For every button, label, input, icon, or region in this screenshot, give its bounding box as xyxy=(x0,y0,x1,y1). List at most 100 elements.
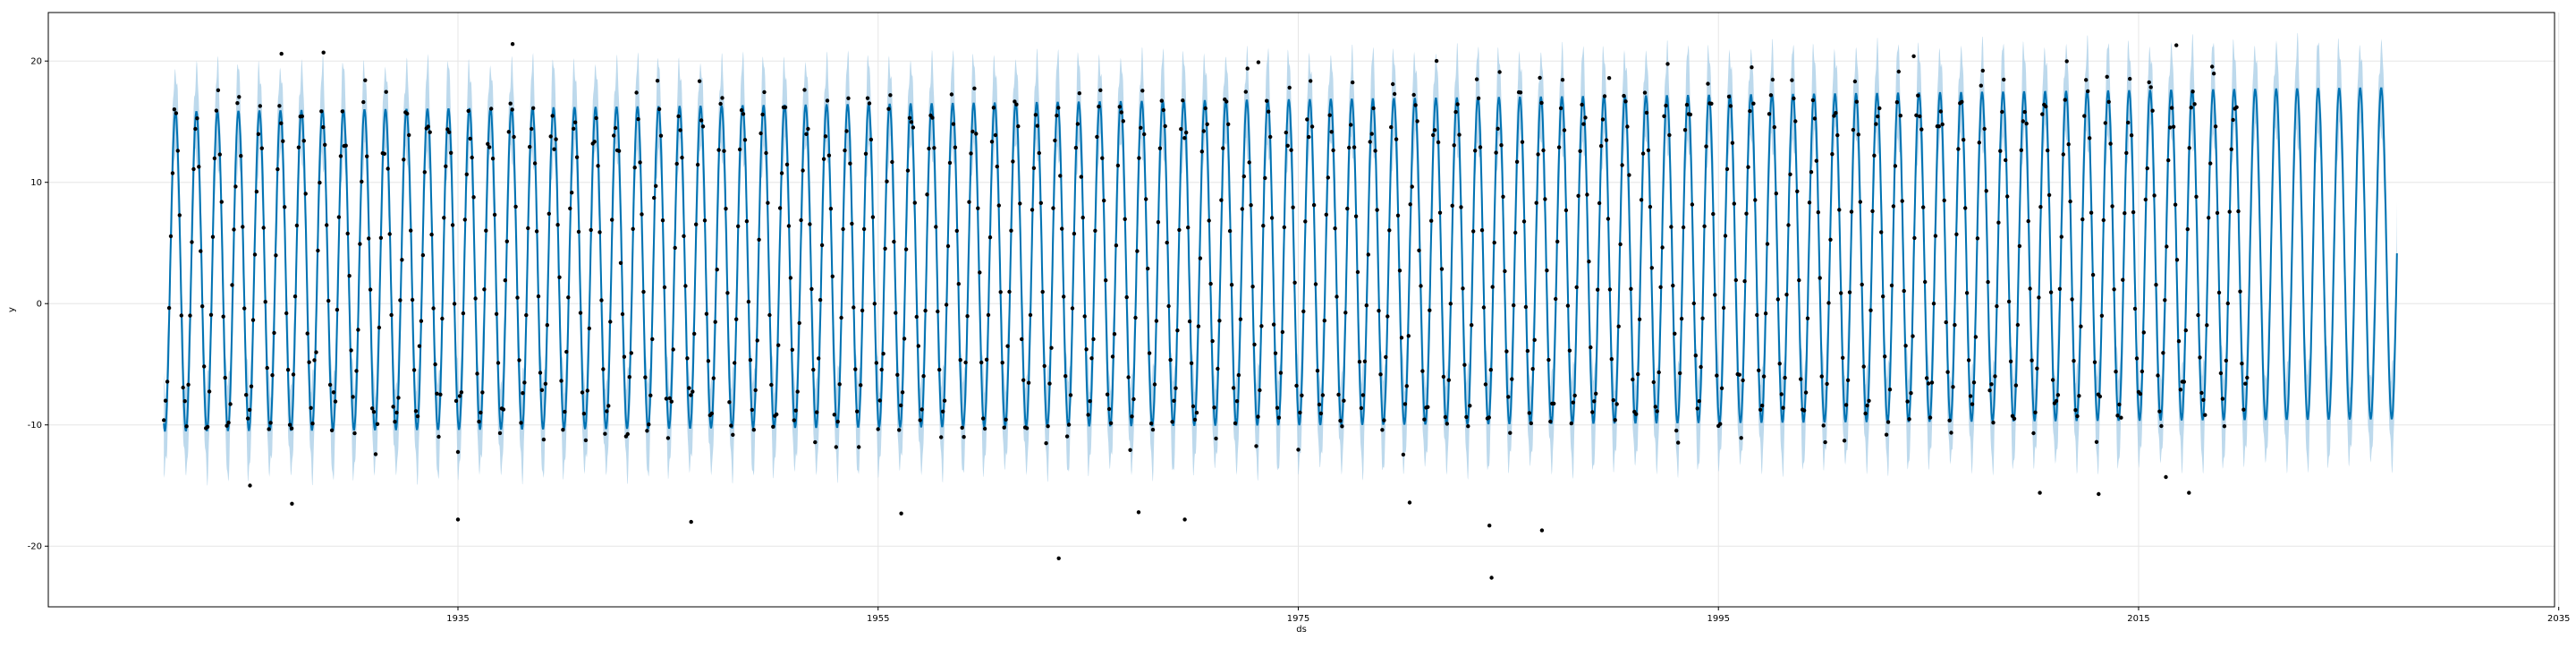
observation-point xyxy=(1249,203,1253,208)
observation-point xyxy=(1252,342,1257,347)
observation-point xyxy=(976,206,980,210)
observation-point xyxy=(1269,216,1275,220)
observation-point xyxy=(1146,266,1150,271)
observation-outlier xyxy=(510,42,515,47)
observation-point xyxy=(301,139,306,143)
observation-point xyxy=(1525,348,1530,354)
observation-point xyxy=(1294,383,1299,388)
observation-point xyxy=(1303,219,1308,224)
observation-point xyxy=(2165,244,2169,249)
observation-point xyxy=(453,398,459,404)
observation-point xyxy=(1949,431,1953,435)
observation-point xyxy=(1448,302,1453,306)
observation-point xyxy=(208,312,214,317)
observation-point xyxy=(1296,448,1301,452)
observation-point xyxy=(1053,138,1057,143)
observation-point xyxy=(951,122,956,126)
observation-point xyxy=(941,409,945,414)
observation-point xyxy=(470,155,474,160)
observation-point xyxy=(578,311,583,315)
observation-point xyxy=(678,128,682,132)
observation-point xyxy=(548,134,553,139)
observation-point xyxy=(724,207,728,211)
observation-point xyxy=(1030,208,1035,212)
observation-point xyxy=(2024,121,2029,126)
observation-point xyxy=(1847,290,1852,294)
observation-point xyxy=(387,232,392,236)
y-tick-label: 0 xyxy=(37,300,42,310)
observation-point xyxy=(1849,209,1854,214)
observation-point xyxy=(1263,175,1267,181)
observation-point xyxy=(1254,444,1258,448)
observation-point xyxy=(2068,199,2072,204)
observation-point xyxy=(1088,399,1092,404)
observation-point xyxy=(450,223,455,227)
observation-point xyxy=(1276,415,1282,420)
observation-point xyxy=(921,374,926,379)
observation-point xyxy=(627,375,631,379)
observation-point xyxy=(1217,319,1222,323)
observation-point xyxy=(1753,198,1758,202)
observation-point xyxy=(1047,381,1052,386)
observation-point xyxy=(1115,163,1121,168)
observation-point xyxy=(1446,378,1452,382)
observation-point xyxy=(1956,147,1961,151)
observation-point xyxy=(1084,347,1089,352)
observation-point xyxy=(1733,277,1739,283)
observation-outlier xyxy=(290,501,294,506)
observation-point xyxy=(1732,201,1737,206)
observation-point xyxy=(1273,351,1278,355)
observation-point xyxy=(1768,93,1774,98)
observation-point xyxy=(762,90,767,95)
observation-point xyxy=(386,166,390,171)
observation-point xyxy=(2213,124,2218,129)
observation-point xyxy=(1699,364,1703,370)
observation-point xyxy=(1765,242,1770,246)
y-tick-label: 10 xyxy=(30,178,42,188)
observation-point xyxy=(2145,166,2149,171)
observation-point xyxy=(1504,349,1509,354)
observation-point xyxy=(1572,393,1577,398)
observation-outlier xyxy=(899,511,903,516)
observation-point xyxy=(1106,406,1112,412)
observation-point xyxy=(225,423,229,428)
observation-point xyxy=(870,215,876,219)
observation-point xyxy=(462,217,467,222)
observation-point xyxy=(1812,116,1818,121)
observation-point xyxy=(1818,276,1822,280)
observation-point xyxy=(2114,370,2118,374)
observation-point xyxy=(1161,107,1166,113)
observation-point xyxy=(1893,164,1898,168)
observation-point xyxy=(1810,98,1816,103)
observation-point xyxy=(1832,114,1836,118)
observation-point xyxy=(281,139,285,143)
observation-point xyxy=(314,350,318,354)
observation-point xyxy=(1285,143,1290,148)
observation-point xyxy=(640,212,644,217)
observation-point xyxy=(193,126,198,132)
observation-point xyxy=(932,146,936,150)
observation-point xyxy=(1576,193,1580,198)
observation-point xyxy=(1674,428,1679,433)
observation-point xyxy=(746,299,751,304)
observation-point xyxy=(1033,113,1038,117)
observation-point xyxy=(592,140,597,144)
observation-point xyxy=(1182,136,1187,141)
observation-point xyxy=(691,389,695,394)
observation-point xyxy=(835,419,840,424)
observation-point xyxy=(673,245,677,251)
observation-point xyxy=(1555,239,1560,244)
observation-point xyxy=(1462,362,1467,367)
observation-point xyxy=(771,424,775,429)
observation-point xyxy=(316,248,320,253)
observation-point xyxy=(1070,306,1075,311)
observation-point xyxy=(2064,59,2069,64)
observation-point xyxy=(1795,189,1800,193)
observation-point xyxy=(797,320,801,326)
observation-point xyxy=(2185,226,2190,232)
observation-point xyxy=(1055,113,1059,118)
observation-point xyxy=(1086,413,1090,417)
observation-point xyxy=(1973,335,1979,339)
observation-point xyxy=(531,106,536,111)
forecast-line xyxy=(163,87,2398,432)
